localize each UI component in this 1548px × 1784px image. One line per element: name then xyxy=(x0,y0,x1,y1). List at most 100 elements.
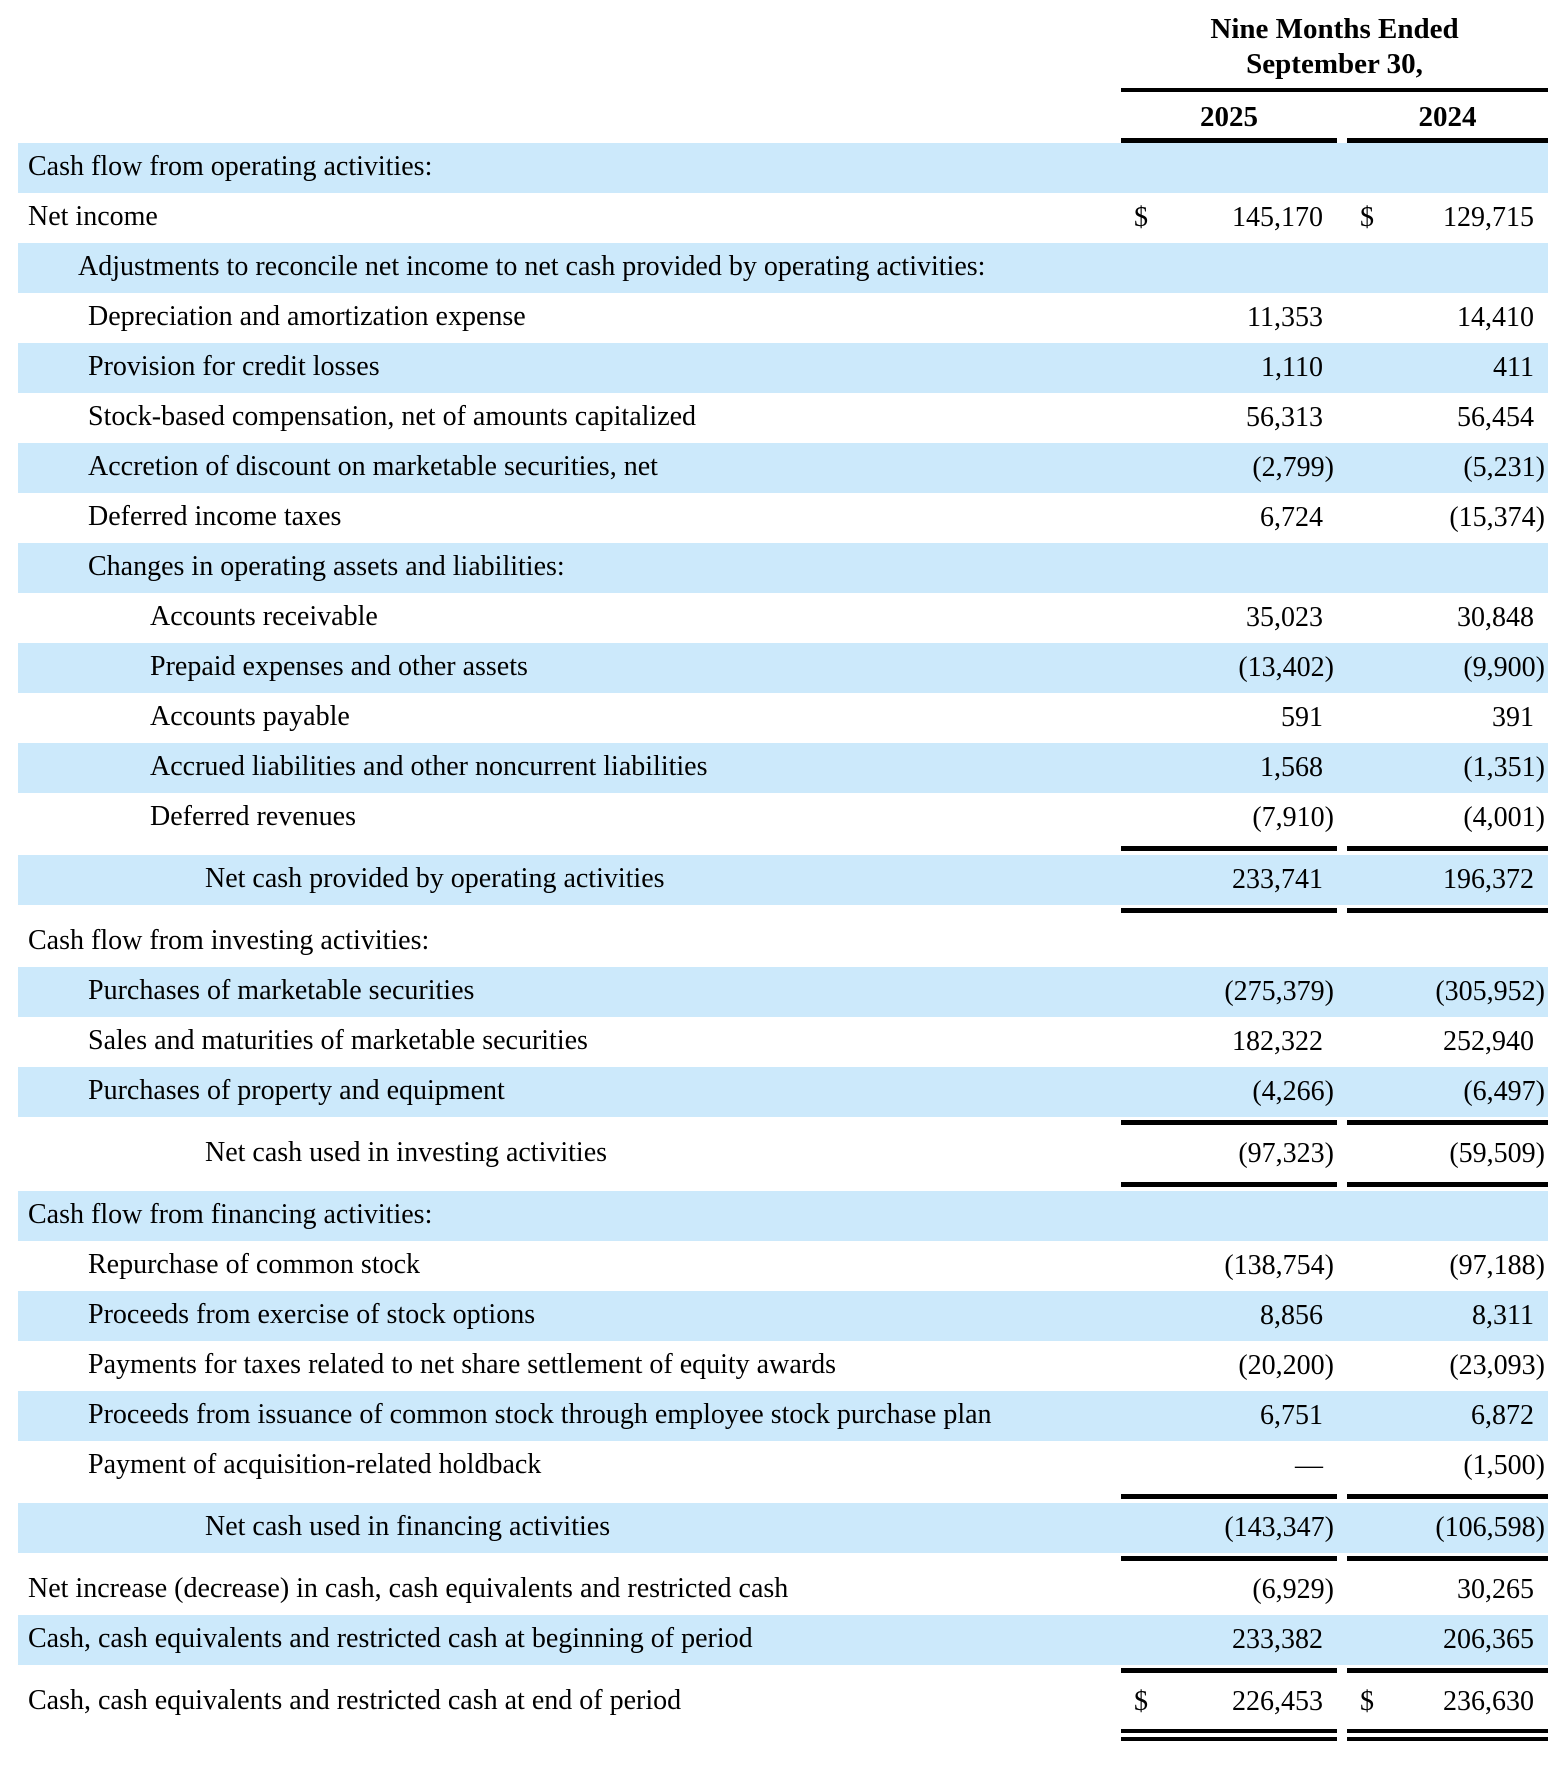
column-rule xyxy=(1347,1181,1548,1187)
rule-line xyxy=(1347,1728,1548,1733)
row-label: Net increase (decrease) in cash, cash eq… xyxy=(28,1573,789,1605)
rule-strip xyxy=(18,905,1548,917)
row-label: Cash flow from operating activities: xyxy=(28,151,433,183)
currency-symbol: $ xyxy=(1360,201,1374,233)
value-cell-2025 xyxy=(1121,143,1337,193)
value-cell-2024: $236,630 xyxy=(1347,1677,1548,1727)
rule-spacer xyxy=(18,1491,1121,1503)
rule-spacer xyxy=(18,1727,1121,1744)
row-label: Proceeds from issuance of common stock t… xyxy=(88,1399,992,1431)
value-2025: 182,322 xyxy=(1232,1025,1323,1057)
value-2024: (23,093) xyxy=(1449,1349,1545,1381)
table-row: Accretion of discount on marketable secu… xyxy=(18,442,1548,493)
table-row: Proceeds from issuance of common stock t… xyxy=(18,1390,1548,1441)
value-cell-2024: (97,188) xyxy=(1347,1241,1548,1291)
column-rule xyxy=(1121,907,1337,913)
currency-symbol: $ xyxy=(1134,201,1148,233)
value-2024: 206,365 xyxy=(1443,1623,1534,1655)
period-header: Nine Months Ended September 30, xyxy=(1121,12,1548,92)
column-rule xyxy=(1121,1119,1337,1125)
row-label: Cash, cash equivalents and restricted ca… xyxy=(28,1623,753,1655)
table-row: Deferred revenues (7,910) (4,001) xyxy=(18,793,1548,843)
value-cell-2025 xyxy=(1121,543,1337,593)
table-row: Sales and maturities of marketable secur… xyxy=(18,1017,1548,1067)
value-2025: 145,170 xyxy=(1232,201,1323,233)
value-cell-2024: (15,374) xyxy=(1347,493,1548,543)
statement-table-body: Cash flow from operating activities: Net … xyxy=(18,142,1548,1744)
value-cell-2024 xyxy=(1347,543,1548,593)
value-2025: — xyxy=(1295,1449,1323,1481)
value-cell-2025: (2,799) xyxy=(1121,443,1337,493)
value-2025: (275,379) xyxy=(1224,975,1334,1007)
value-cell-2025: (6,929) xyxy=(1121,1565,1337,1615)
value-cell-2024: (305,952) xyxy=(1347,967,1548,1017)
table-row: Prepaid expenses and other assets (13,402… xyxy=(18,642,1548,693)
column-gap xyxy=(1337,1117,1347,1129)
value-cell-2024: 411 xyxy=(1347,343,1548,393)
column-rule xyxy=(1347,1119,1548,1125)
value-cell-2025: 6,751 xyxy=(1121,1391,1337,1441)
column-rule xyxy=(1121,1667,1337,1673)
value-2025: 591 xyxy=(1281,701,1323,733)
column-rule xyxy=(1347,1493,1548,1499)
value-cell-2025: (138,754) xyxy=(1121,1241,1337,1291)
rule-spacer xyxy=(18,1553,1121,1565)
value-cell-2025: 6,724 xyxy=(1121,493,1337,543)
row-label: Accrued liabilities and other noncurrent… xyxy=(150,751,708,783)
value-2024: 236,630 xyxy=(1443,1685,1534,1717)
value-cell-2024: 56,454 xyxy=(1347,393,1548,443)
value-2024: 30,265 xyxy=(1457,1573,1534,1605)
period-header-line1: Nine Months Ended xyxy=(1210,13,1459,45)
row-label: Deferred income taxes xyxy=(88,501,342,533)
row-label: Accounts receivable xyxy=(150,601,378,633)
table-row: Purchases of property and equipment (4,26… xyxy=(18,1066,1548,1117)
table-row: Net cash used in investing activities (97… xyxy=(18,1129,1548,1179)
row-label: Provision for credit losses xyxy=(88,351,380,383)
value-2024: (6,497) xyxy=(1463,1075,1545,1107)
value-cell-2025 xyxy=(1121,917,1337,967)
table-row: Accounts receivable 35,023 30,848 xyxy=(18,593,1548,643)
column-rule xyxy=(1347,907,1548,913)
value-cell-2025: $145,170 xyxy=(1121,193,1337,243)
value-2025: (138,754) xyxy=(1224,1249,1334,1281)
value-cell-2024: (23,093) xyxy=(1347,1341,1548,1391)
table-row: Depreciation and amortization expense 11,… xyxy=(18,293,1548,343)
column-rule xyxy=(1121,845,1337,851)
table-row: Deferred income taxes 6,724 (15,374) xyxy=(18,493,1548,543)
column-gap xyxy=(1337,1727,1347,1744)
value-2024: 252,940 xyxy=(1443,1025,1534,1057)
value-cell-2024: 30,265 xyxy=(1347,1565,1548,1615)
value-2024: (106,598) xyxy=(1435,1511,1545,1543)
value-2024: 30,848 xyxy=(1457,601,1534,633)
value-2025: (7,910) xyxy=(1252,801,1334,833)
period-header-row: Nine Months Ended September 30, xyxy=(18,12,1548,92)
value-cell-2025: (4,266) xyxy=(1121,1067,1337,1117)
value-cell-2025: (20,200) xyxy=(1121,1341,1337,1391)
value-cell-2025: (275,379) xyxy=(1121,967,1337,1017)
value-cell-2025: 591 xyxy=(1121,693,1337,743)
table-row: Net cash provided by operating activitie… xyxy=(18,854,1548,905)
table-row: Provision for credit losses 1,110 411 xyxy=(18,342,1548,393)
value-cell-2025: (97,323) xyxy=(1121,1129,1337,1179)
value-cell-2024: 8,311 xyxy=(1347,1291,1548,1341)
row-label: Repurchase of common stock xyxy=(88,1249,421,1281)
column-gap xyxy=(1337,1665,1347,1677)
value-2024: (5,231) xyxy=(1463,451,1545,483)
value-cell-2025 xyxy=(1121,1191,1337,1241)
row-label: Purchases of property and equipment xyxy=(88,1075,505,1107)
value-2024: (59,509) xyxy=(1449,1137,1545,1169)
value-cell-2025: 35,023 xyxy=(1121,593,1337,643)
value-cell-2025: (7,910) xyxy=(1121,793,1337,843)
value-2024: 196,372 xyxy=(1443,863,1534,895)
row-label: Net income xyxy=(28,201,158,233)
column-double-rule xyxy=(1121,1727,1337,1744)
value-cell-2024: (5,231) xyxy=(1347,443,1548,493)
value-cell-2025: 8,856 xyxy=(1121,1291,1337,1341)
row-label: Proceeds from exercise of stock options xyxy=(88,1299,536,1331)
rule-line xyxy=(1121,1728,1337,1733)
value-cell-2025: 1,110 xyxy=(1121,343,1337,393)
cash-flow-statement: Nine Months Ended September 30, 2025 202… xyxy=(18,12,1548,1744)
value-2025: 11,353 xyxy=(1247,301,1323,333)
value-2025: 233,741 xyxy=(1232,863,1323,895)
value-2025: 6,751 xyxy=(1260,1399,1323,1431)
